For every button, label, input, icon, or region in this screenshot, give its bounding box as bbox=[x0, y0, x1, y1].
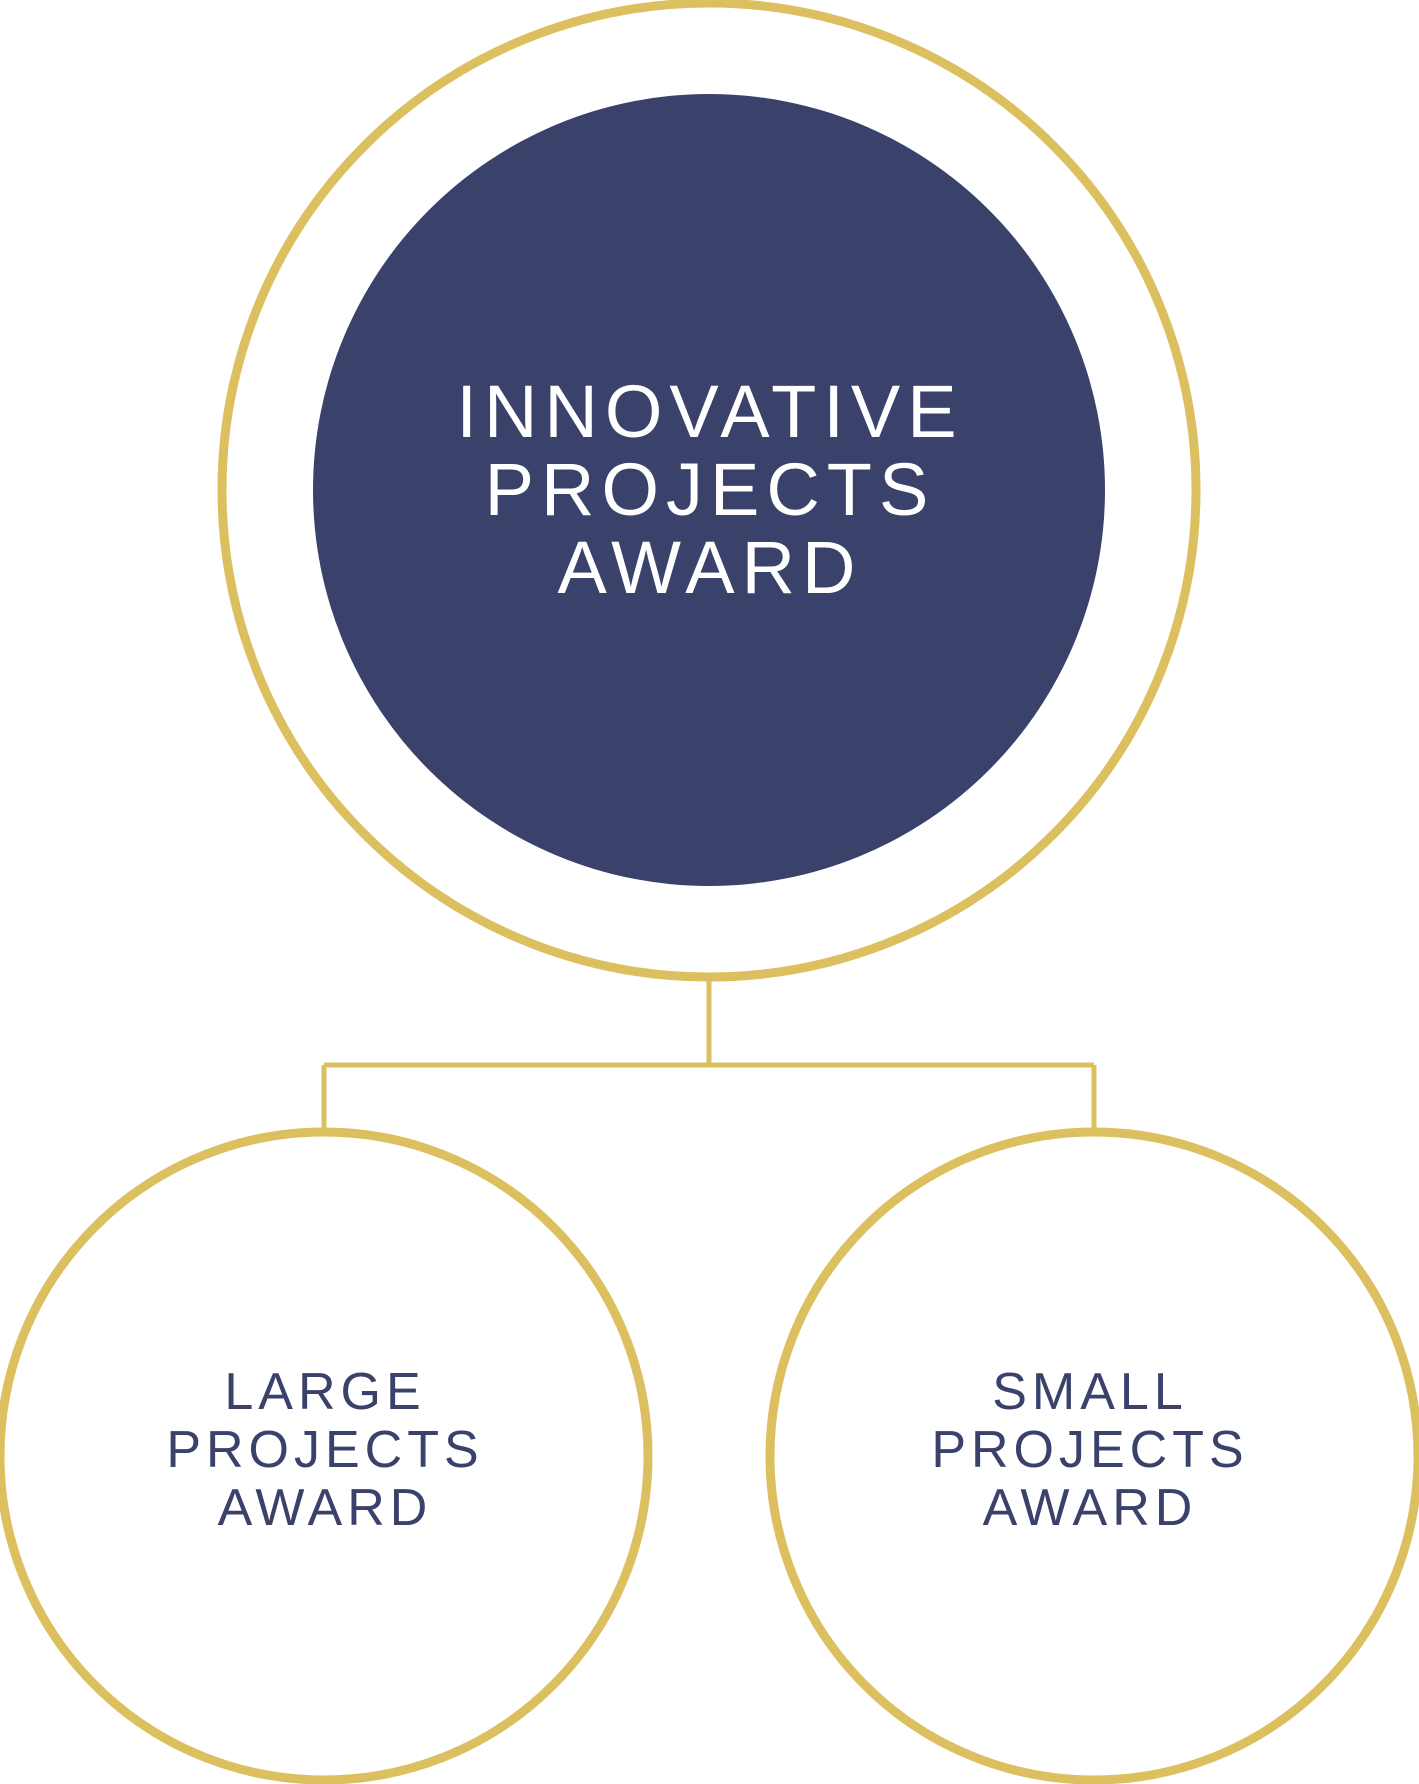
label-line: LARGE bbox=[224, 1363, 426, 1421]
label-line: INNOVATIVE bbox=[456, 370, 964, 453]
top-node bbox=[217, 0, 1201, 982]
small-projects-award-label: SMALL PROJECTS AWARD bbox=[845, 1340, 1335, 1560]
left-node bbox=[0, 1127, 653, 1784]
innovative-projects-award-label: INNOVATIVE PROJECTS AWARD bbox=[310, 330, 1110, 650]
left-node-ring bbox=[0, 1127, 653, 1784]
right-node bbox=[765, 1127, 1419, 1784]
connector-lines bbox=[321, 977, 1097, 1132]
right-node-ring bbox=[765, 1127, 1419, 1784]
label-line: PROJECTS bbox=[166, 1421, 484, 1479]
top-node-inner-circle bbox=[313, 94, 1105, 886]
label-line: PROJECTS bbox=[931, 1421, 1249, 1479]
large-projects-award-label: LARGE PROJECTS AWARD bbox=[80, 1340, 570, 1560]
label-line: AWARD bbox=[217, 1479, 433, 1537]
label-line: SMALL bbox=[992, 1363, 1188, 1421]
label-line: AWARD bbox=[557, 526, 863, 609]
label-line: PROJECTS bbox=[484, 448, 936, 531]
label-line: AWARD bbox=[982, 1479, 1198, 1537]
